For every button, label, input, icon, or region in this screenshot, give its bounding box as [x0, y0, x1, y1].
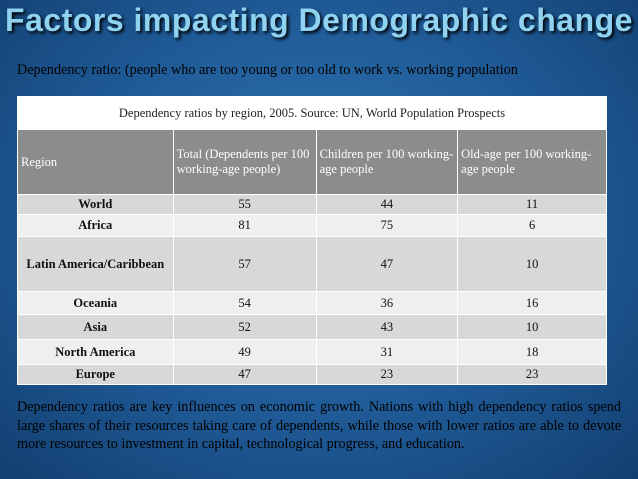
- value-cell: 54: [172, 291, 317, 315]
- table-row: Oceania 54 36 16: [17, 291, 607, 315]
- table-row: Africa 81 75 6: [17, 214, 607, 237]
- value-cell: 43: [315, 314, 459, 340]
- region-cell: Asia: [17, 314, 174, 340]
- table-row: Latin America/Caribbean 57 47 10: [17, 236, 607, 292]
- header-cell: Children per 100 working-age people: [315, 129, 459, 195]
- region-cell: North America: [17, 339, 174, 365]
- value-cell: 47: [172, 364, 317, 385]
- value-cell: 23: [457, 364, 607, 385]
- header-cell: Total (Dependents per 100 working-age pe…: [172, 129, 317, 195]
- value-cell: 49: [172, 339, 317, 365]
- region-cell: World: [17, 194, 174, 215]
- header-cell: Old-age per 100 working-age people: [457, 129, 607, 195]
- value-cell: 57: [172, 236, 317, 292]
- region-cell: Africa: [17, 214, 174, 237]
- value-cell: 75: [315, 214, 459, 237]
- region-cell: Latin America/Caribbean: [17, 236, 174, 292]
- value-cell: 10: [457, 236, 607, 292]
- value-cell: 44: [315, 194, 459, 215]
- value-cell: 81: [172, 214, 317, 237]
- value-cell: 47: [315, 236, 459, 292]
- value-cell: 10: [457, 314, 607, 340]
- title: Factors impacting Demographic change: [5, 2, 633, 38]
- header-cell: Region: [17, 129, 174, 195]
- subtitle: Dependency ratio: (people who are too yo…: [17, 62, 518, 78]
- value-cell: 18: [457, 339, 607, 365]
- value-cell: 36: [315, 291, 459, 315]
- table-caption: Dependency ratios by region, 2005. Sourc…: [17, 96, 607, 130]
- value-cell: 23: [315, 364, 459, 385]
- value-cell: 31: [315, 339, 459, 365]
- table-row: Europe 47 23 23: [17, 364, 607, 385]
- region-cell: Oceania: [17, 291, 174, 315]
- value-cell: 55: [172, 194, 317, 215]
- paragraph: Dependency ratios are key influences on …: [17, 399, 621, 452]
- value-cell: 6: [457, 214, 607, 237]
- table-row: Asia 52 43 10: [17, 314, 607, 340]
- table-row: North America 49 31 18: [17, 339, 607, 365]
- header-row: Region Total (Dependents per 100 working-…: [17, 129, 607, 195]
- value-cell: 16: [457, 291, 607, 315]
- table: Dependency ratios by region, 2005. Sourc…: [17, 96, 607, 385]
- caption-row: Dependency ratios by region, 2005. Sourc…: [17, 96, 607, 130]
- value-cell: 11: [457, 194, 607, 215]
- value-cell: 52: [172, 314, 317, 340]
- region-cell: Europe: [17, 364, 174, 385]
- table-row: World 55 44 11: [17, 194, 607, 215]
